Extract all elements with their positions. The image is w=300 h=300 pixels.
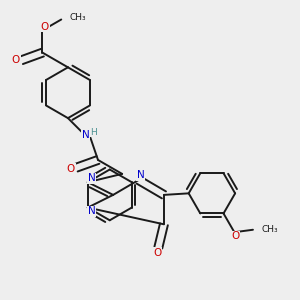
Text: O: O [67,164,75,174]
Text: CH₃: CH₃ [69,13,86,22]
Text: H: H [90,128,96,136]
Text: CH₃: CH₃ [262,225,278,234]
Text: O: O [154,248,162,258]
Text: N: N [88,173,95,184]
Text: O: O [231,231,239,241]
Text: O: O [41,22,49,32]
Text: N: N [82,130,90,140]
Text: N: N [88,206,95,216]
Text: N: N [137,170,145,180]
Text: O: O [12,55,20,65]
